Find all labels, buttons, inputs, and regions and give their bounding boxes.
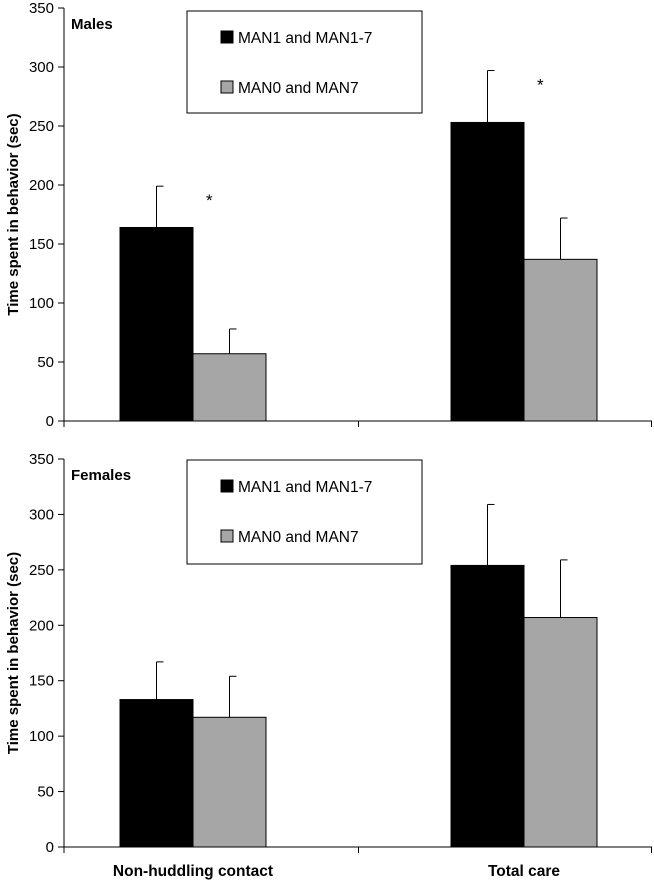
y-tick-label: 150	[29, 673, 54, 690]
y-axis-label: Time spent in behavior (sec)	[5, 552, 22, 754]
y-tick-label: 100	[29, 295, 54, 312]
y-tick-label: 200	[29, 617, 54, 634]
y-tick-label: 0	[46, 413, 54, 430]
legend-swatch	[220, 30, 234, 44]
bar	[119, 226, 194, 422]
legend-swatch	[220, 479, 234, 493]
legend-label: MAN0 and MAN7	[238, 529, 359, 546]
x-category-label: Non-huddling contact	[113, 863, 273, 880]
y-tick-label: 100	[29, 728, 54, 745]
y-tick-label: 300	[29, 506, 54, 523]
bar	[523, 258, 598, 422]
bar	[192, 716, 267, 848]
bar	[450, 564, 525, 848]
y-tick-label: 50	[37, 784, 54, 801]
legend-box	[186, 10, 423, 114]
significance-asterisk: *	[206, 191, 213, 210]
y-tick-label: 150	[29, 236, 54, 253]
x-category-label: Total care	[488, 863, 560, 880]
y-tick-label: 350	[29, 451, 54, 468]
legend-box	[186, 459, 423, 565]
significance-asterisk: *	[537, 76, 544, 95]
legend-label: MAN0 and MAN7	[238, 80, 359, 97]
y-tick-label: 250	[29, 562, 54, 579]
panel-label: Females	[71, 467, 131, 484]
bar	[192, 353, 267, 422]
y-tick-label: 350	[29, 0, 54, 17]
bar	[119, 699, 194, 848]
y-tick-label: 300	[29, 59, 54, 76]
legend-swatch	[220, 529, 234, 543]
y-tick-label: 50	[37, 354, 54, 371]
y-axis-label: Time spent in behavior (sec)	[5, 113, 22, 315]
y-tick-label: 200	[29, 177, 54, 194]
bar	[450, 121, 525, 422]
legend-label: MAN1 and MAN1-7	[238, 479, 372, 496]
bar	[523, 617, 598, 848]
panel-label: Males	[71, 16, 113, 33]
legend-label: MAN1 and MAN1-7	[238, 30, 372, 47]
legend-swatch	[220, 80, 234, 94]
y-tick-label: 250	[29, 118, 54, 135]
y-tick-label: 0	[46, 839, 54, 856]
